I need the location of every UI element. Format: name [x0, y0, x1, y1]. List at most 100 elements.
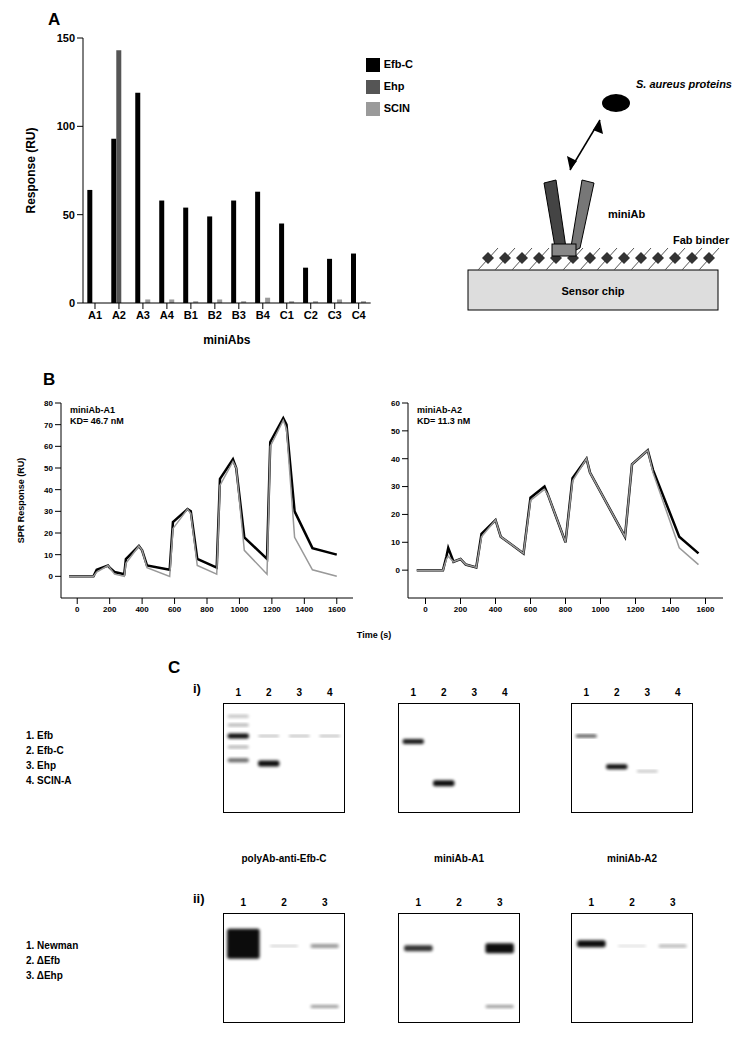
- svg-text:A2: A2: [112, 309, 126, 321]
- svg-text:B3: B3: [232, 309, 246, 321]
- html-text:miniAb-A1: miniAb-A1: [70, 405, 115, 415]
- svg-text:70: 70: [44, 421, 53, 430]
- html-text:miniAb-A1: miniAb-A1: [434, 853, 484, 864]
- svg-text:0: 0: [69, 297, 75, 309]
- svg-text:1200: 1200: [263, 605, 281, 614]
- svg-text:100: 100: [57, 120, 75, 132]
- svg-text:B4: B4: [256, 309, 271, 321]
- html-text:2: 2: [281, 897, 287, 908]
- html-text:2: 2: [456, 897, 462, 908]
- svg-text:0: 0: [396, 566, 401, 575]
- html-text:3: 3: [644, 687, 650, 698]
- html-text:1: 1: [588, 897, 595, 908]
- html-text:4: 4: [502, 687, 508, 698]
- svg-text:150: 150: [57, 32, 75, 44]
- svg-text:20: 20: [44, 529, 53, 538]
- html-text:1: 1: [415, 897, 422, 908]
- svg-text:200: 200: [454, 605, 468, 614]
- html-text:1. Newman: 1. Newman: [26, 940, 79, 951]
- html-text:i): i): [193, 681, 201, 696]
- svg-text:400: 400: [489, 605, 503, 614]
- html-text:1: 1: [240, 897, 247, 908]
- html-text:polyAb-anti-Efb-C: polyAb-anti-Efb-C: [241, 853, 327, 864]
- html-text:miniAb-A2: miniAb-A2: [607, 853, 657, 864]
- svg-text:1200: 1200: [627, 605, 645, 614]
- svg-text:40: 40: [391, 455, 400, 464]
- svg-text:50: 50: [44, 464, 53, 473]
- html-text:ii): ii): [193, 891, 205, 906]
- html-text:2: 2: [614, 687, 620, 698]
- svg-text:0: 0: [49, 572, 54, 581]
- html-text:KD= 11.3 nM: KD= 11.3 nM: [417, 416, 471, 426]
- svg-text:40: 40: [44, 486, 53, 495]
- svg-text:C4: C4: [352, 309, 367, 321]
- svg-text:60: 60: [44, 442, 53, 451]
- svg-text:0: 0: [75, 605, 80, 614]
- html-text:Time (s): Time (s): [356, 630, 392, 640]
- html-text:3. Ehp: 3. Ehp: [26, 760, 56, 771]
- svg-text:A1: A1: [88, 309, 102, 321]
- svg-text:Response (RU): Response (RU): [24, 127, 38, 213]
- svg-text:60: 60: [391, 399, 400, 408]
- svg-text:80: 80: [44, 399, 53, 408]
- svg-text:1400: 1400: [662, 605, 680, 614]
- svg-text:200: 200: [103, 605, 117, 614]
- svg-text:50: 50: [63, 209, 75, 221]
- html-text:3: 3: [321, 897, 328, 908]
- html-text:1: 1: [235, 687, 241, 698]
- html-text:3: 3: [669, 897, 676, 908]
- svg-text:C2: C2: [304, 309, 318, 321]
- html-text:2. Efb-C: 2. Efb-C: [26, 745, 64, 756]
- svg-text:1000: 1000: [592, 605, 610, 614]
- svg-text:10: 10: [391, 538, 400, 547]
- html-text:2. ΔEfb: 2. ΔEfb: [26, 955, 60, 966]
- html-text:Ehp: Ehp: [383, 80, 405, 92]
- svg-text:30: 30: [44, 507, 53, 516]
- html-text:3: 3: [471, 687, 477, 698]
- html-text:3: 3: [296, 687, 302, 698]
- html-text:1. Efb: 1. Efb: [26, 730, 54, 741]
- svg-text:800: 800: [559, 605, 573, 614]
- svg-text:SPR Response (RU): SPR Response (RU): [16, 458, 26, 544]
- html-text:1: 1: [410, 687, 416, 698]
- html-text:KD= 46.7 nM: KD= 46.7 nM: [70, 416, 124, 426]
- svg-text:B1: B1: [184, 309, 198, 321]
- svg-text:20: 20: [391, 510, 400, 519]
- html-text:4. SCIN-A: 4. SCIN-A: [26, 775, 72, 786]
- html-text:2: 2: [441, 687, 447, 698]
- svg-text:600: 600: [524, 605, 538, 614]
- html-text:3: 3: [496, 897, 503, 908]
- svg-text:0: 0: [423, 605, 428, 614]
- svg-text:1600: 1600: [697, 605, 715, 614]
- svg-text:1000: 1000: [231, 605, 249, 614]
- svg-text:C3: C3: [328, 309, 342, 321]
- svg-text:B2: B2: [208, 309, 222, 321]
- html-text:4: 4: [327, 687, 333, 698]
- html-text:3. ΔEhp: 3. ΔEhp: [26, 970, 63, 981]
- svg-text:800: 800: [200, 605, 214, 614]
- svg-text:A3: A3: [136, 309, 150, 321]
- html-text:miniAb-A2: miniAb-A2: [417, 405, 462, 415]
- svg-text:A4: A4: [160, 309, 175, 321]
- svg-text:10: 10: [44, 551, 53, 560]
- svg-text:miniAb: miniAb: [608, 208, 646, 220]
- svg-text:600: 600: [168, 605, 182, 614]
- svg-text:30: 30: [391, 482, 400, 491]
- svg-text:Fab binder: Fab binder: [673, 234, 730, 246]
- svg-text:50: 50: [391, 427, 400, 436]
- html-text:2: 2: [266, 687, 272, 698]
- svg-text:1600: 1600: [328, 605, 346, 614]
- svg-text:400: 400: [135, 605, 149, 614]
- svg-text:S. aureus proteins: S. aureus proteins: [636, 78, 732, 90]
- svg-text:1400: 1400: [295, 605, 313, 614]
- svg-text:miniAbs: miniAbs: [203, 333, 251, 347]
- html-text:C: C: [168, 658, 181, 677]
- html-text:B: B: [43, 370, 56, 389]
- svg-text:Sensor chip: Sensor chip: [562, 285, 625, 297]
- html-text:4: 4: [675, 687, 681, 698]
- html-text:Efb-C: Efb-C: [383, 58, 413, 70]
- html-text:A: A: [48, 10, 61, 29]
- svg-text:C1: C1: [280, 309, 294, 321]
- html-text:1: 1: [583, 687, 589, 698]
- html-text:SCIN: SCIN: [383, 102, 410, 114]
